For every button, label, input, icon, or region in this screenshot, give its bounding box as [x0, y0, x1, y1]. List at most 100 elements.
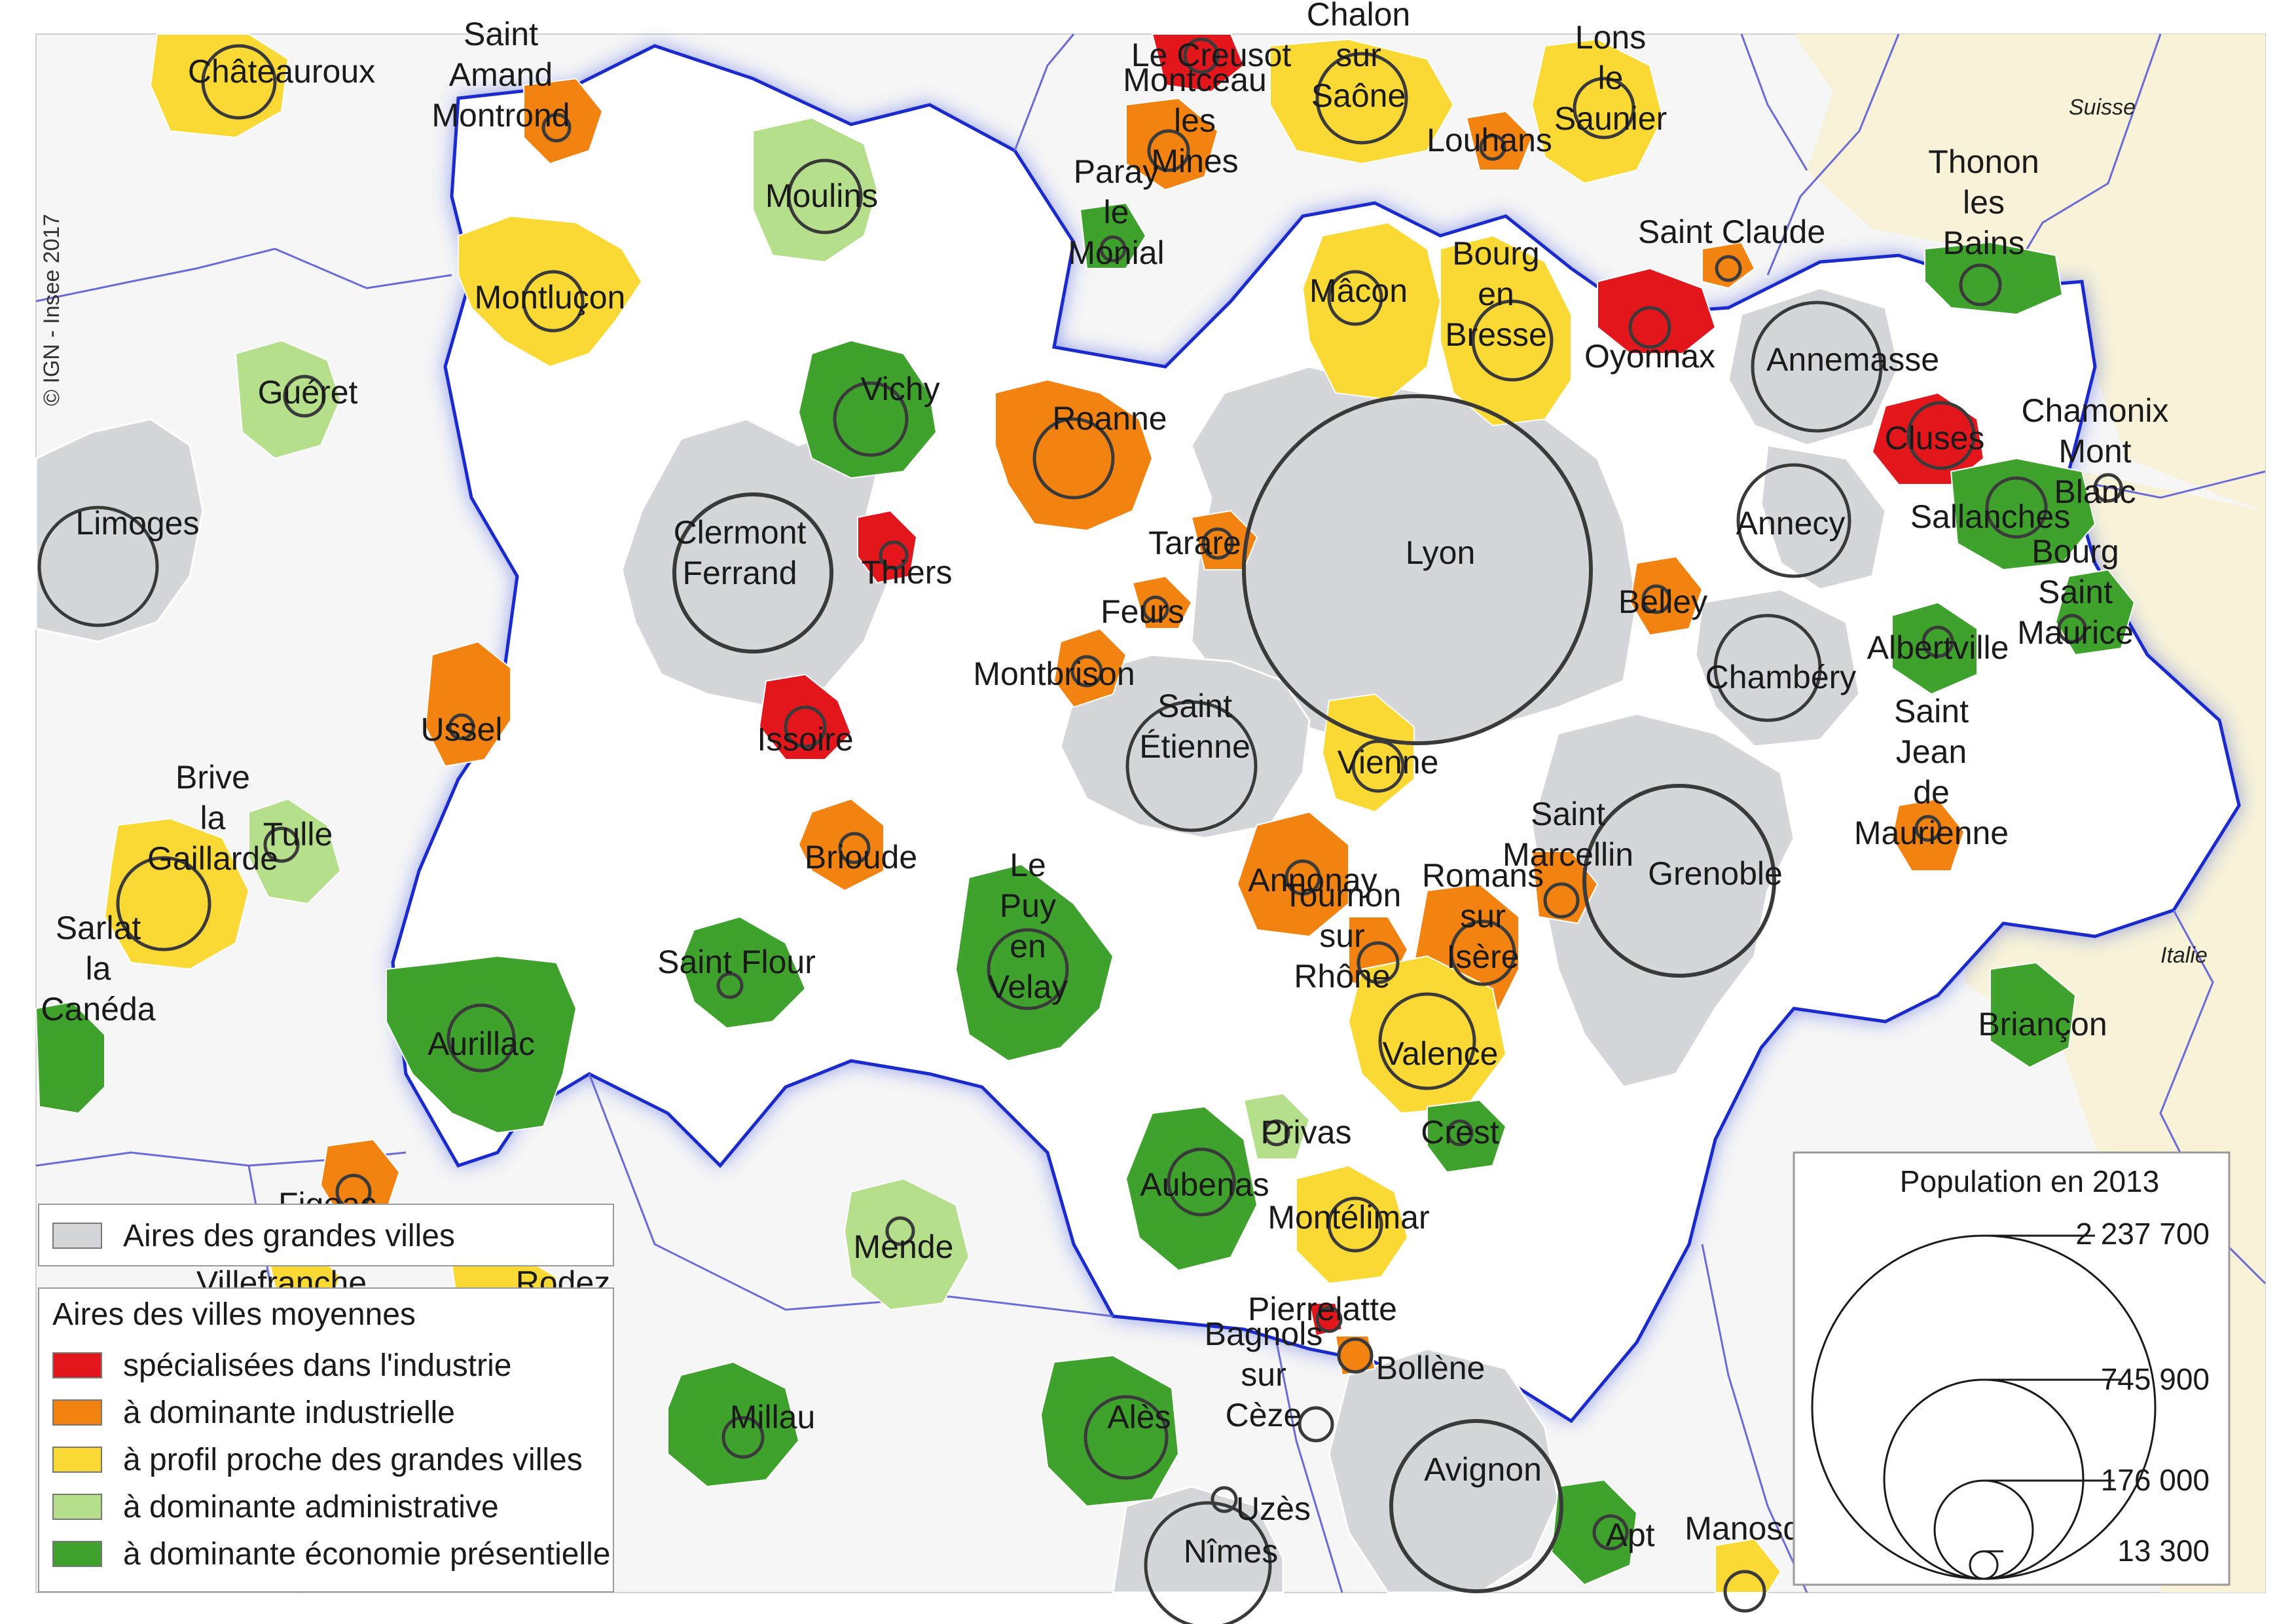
city-label-40: Châteauroux	[188, 53, 375, 90]
city-circle-31	[1479, 134, 1506, 161]
city-circle-59	[1985, 476, 2048, 539]
city-circle-37	[1351, 739, 1405, 793]
copyright-note: © IGN - Insee 2017	[39, 213, 64, 406]
city-label-51: Uzès	[1236, 1490, 1311, 1527]
city-label-18: Feurs	[1101, 593, 1184, 630]
city-circle-57	[1446, 1119, 1474, 1147]
city-label-64: Briançon	[1978, 1006, 2107, 1043]
city-label-59: Sallanches	[1910, 498, 2071, 535]
city-circle-32	[1337, 1337, 1374, 1374]
city-circle-60	[2093, 473, 2123, 503]
city-label-25: Belley	[1618, 583, 1707, 620]
city-circle-39	[1327, 1196, 1383, 1253]
city-label-68: Sarlat la Canéda	[41, 910, 155, 1027]
city-label-47: Privas	[1261, 1114, 1352, 1151]
legend-row-mid-3: à dominante administrative	[52, 1489, 499, 1524]
population-legend-title: Population en 2013	[1900, 1164, 2159, 1198]
legend-label-mid-2: à profil proche des grandes villes	[123, 1442, 583, 1477]
city-label-21: Annonay	[1248, 862, 1377, 898]
city-label-39: Montélimar	[1267, 1199, 1429, 1236]
legend-mid-title: Aires des villes moyennes	[52, 1297, 416, 1332]
city-label-50: Mende	[854, 1228, 954, 1265]
city-label-43: Brive la Gaillarde	[147, 759, 278, 877]
city-label-15: Le Creusot	[1131, 37, 1292, 73]
city-circle-42	[1573, 77, 1635, 139]
city-circle-13	[784, 705, 827, 748]
city-label-24: Saint Marcellin	[1503, 796, 1633, 873]
city-circle-41	[1315, 52, 1408, 145]
switzerland-area	[1794, 34, 2265, 511]
city-circle-14	[1315, 1306, 1343, 1333]
city-label-56: Aubenas	[1140, 1166, 1269, 1203]
city-label-41: Chalon sur Saône	[1307, 0, 1410, 114]
city-circle-24	[1543, 882, 1580, 919]
legend-row-big-cities: Aires des grandes villes	[52, 1218, 455, 1253]
city-circle-49	[263, 826, 300, 863]
city-label-8: Avignon	[1424, 1451, 1542, 1488]
city-circle-25	[1641, 584, 1671, 614]
city-circle-11	[1906, 401, 1976, 470]
city-label-22: Tournon sur Rhône	[1283, 877, 1402, 995]
city-label-19: Montbrison	[973, 655, 1135, 692]
city-circle-20	[838, 832, 871, 864]
city-label-37: Vienne	[1338, 744, 1439, 781]
legend-mid-cities: Aires des villes moyennes spécialisées d…	[38, 1287, 614, 1593]
city-label-60: Chamonix Mont Blanc	[2021, 392, 2168, 510]
city-label-62: Thonon les Bains	[1928, 143, 2039, 261]
city-circle-26	[1914, 815, 1942, 842]
population-value-2: 745 900	[2101, 1362, 2210, 1396]
city-circle-4	[1736, 463, 1851, 578]
city-circle-35	[1327, 270, 1383, 326]
city-circle-40	[201, 44, 277, 120]
legend-label-mid-3: à dominante administrative	[123, 1489, 499, 1524]
legend-row-mid-1: à dominante industrielle	[52, 1395, 455, 1430]
legend-swatch-mid-1	[52, 1399, 102, 1426]
city-label-66: Alès	[1107, 1399, 1171, 1435]
city-circle-66	[1084, 1395, 1169, 1480]
country-label-suisse: Suisse	[2069, 95, 2136, 120]
city-circle-46	[787, 158, 863, 234]
city-circle-2	[1125, 700, 1258, 832]
city-label-23: Romans sur Isère	[1422, 857, 1544, 975]
city-label-7: Limoges	[76, 505, 200, 542]
city-label-35: Mâcon	[1309, 272, 1408, 309]
city-label-36: Bourg en Bresse	[1445, 235, 1547, 353]
city-circle-6	[1751, 301, 1883, 433]
city-label-61: Bourg Saint Maurice	[2017, 533, 2134, 651]
city-label-53: Aurillac	[428, 1025, 535, 1062]
city-label-5: Chambéry	[1705, 659, 1857, 695]
city-label-58: Albertville	[1867, 629, 2009, 666]
city-label-10: Oyonnax	[1584, 338, 1715, 375]
city-label-49: Tulle	[263, 816, 333, 853]
city-circle-3	[1582, 784, 1776, 978]
city-circle-53	[446, 1003, 516, 1073]
legend-label-mid-4: à dominante économie présentielle	[123, 1536, 611, 1572]
city-circle-56	[1167, 1147, 1236, 1217]
city-label-44: Bagnols sur Cèze	[1205, 1316, 1323, 1433]
legend-label-big-cities: Aires des grandes villes	[123, 1218, 455, 1253]
legend-swatch-mid-0	[52, 1352, 102, 1378]
population-circles	[37, 37, 2123, 1624]
big-city-areas	[35, 287, 1900, 1594]
city-circle-34	[522, 270, 585, 333]
city-circle-48	[283, 375, 326, 418]
city-label-65: Millau	[730, 1399, 816, 1435]
city-circle-9	[1144, 1501, 1272, 1624]
city-circle-67	[1592, 1514, 1629, 1551]
city-circle-28	[448, 713, 475, 741]
legend-swatch-mid-3	[52, 1494, 102, 1520]
city-label-63: Paray le Monial	[1068, 153, 1164, 271]
city-label-55: Le Puy en Velay	[988, 847, 1068, 1005]
city-label-52: Vichy	[860, 371, 939, 407]
city-circle-58	[1922, 625, 1954, 658]
city-label-4: Annecy	[1736, 505, 1846, 542]
city-circle-51	[1211, 1486, 1238, 1513]
city-label-11: Cluses	[1885, 420, 1985, 456]
city-label-26: Saint Jean de Maurienne	[1854, 693, 2009, 851]
city-label-9: Nîmes	[1184, 1533, 1278, 1570]
city-label-0: Lyon	[1406, 534, 1476, 571]
city-label-42: Lons le Saunier	[1554, 19, 1667, 137]
city-circle-17	[1201, 527, 1234, 560]
city-label-29: Saint Amand Montrond	[431, 16, 570, 134]
